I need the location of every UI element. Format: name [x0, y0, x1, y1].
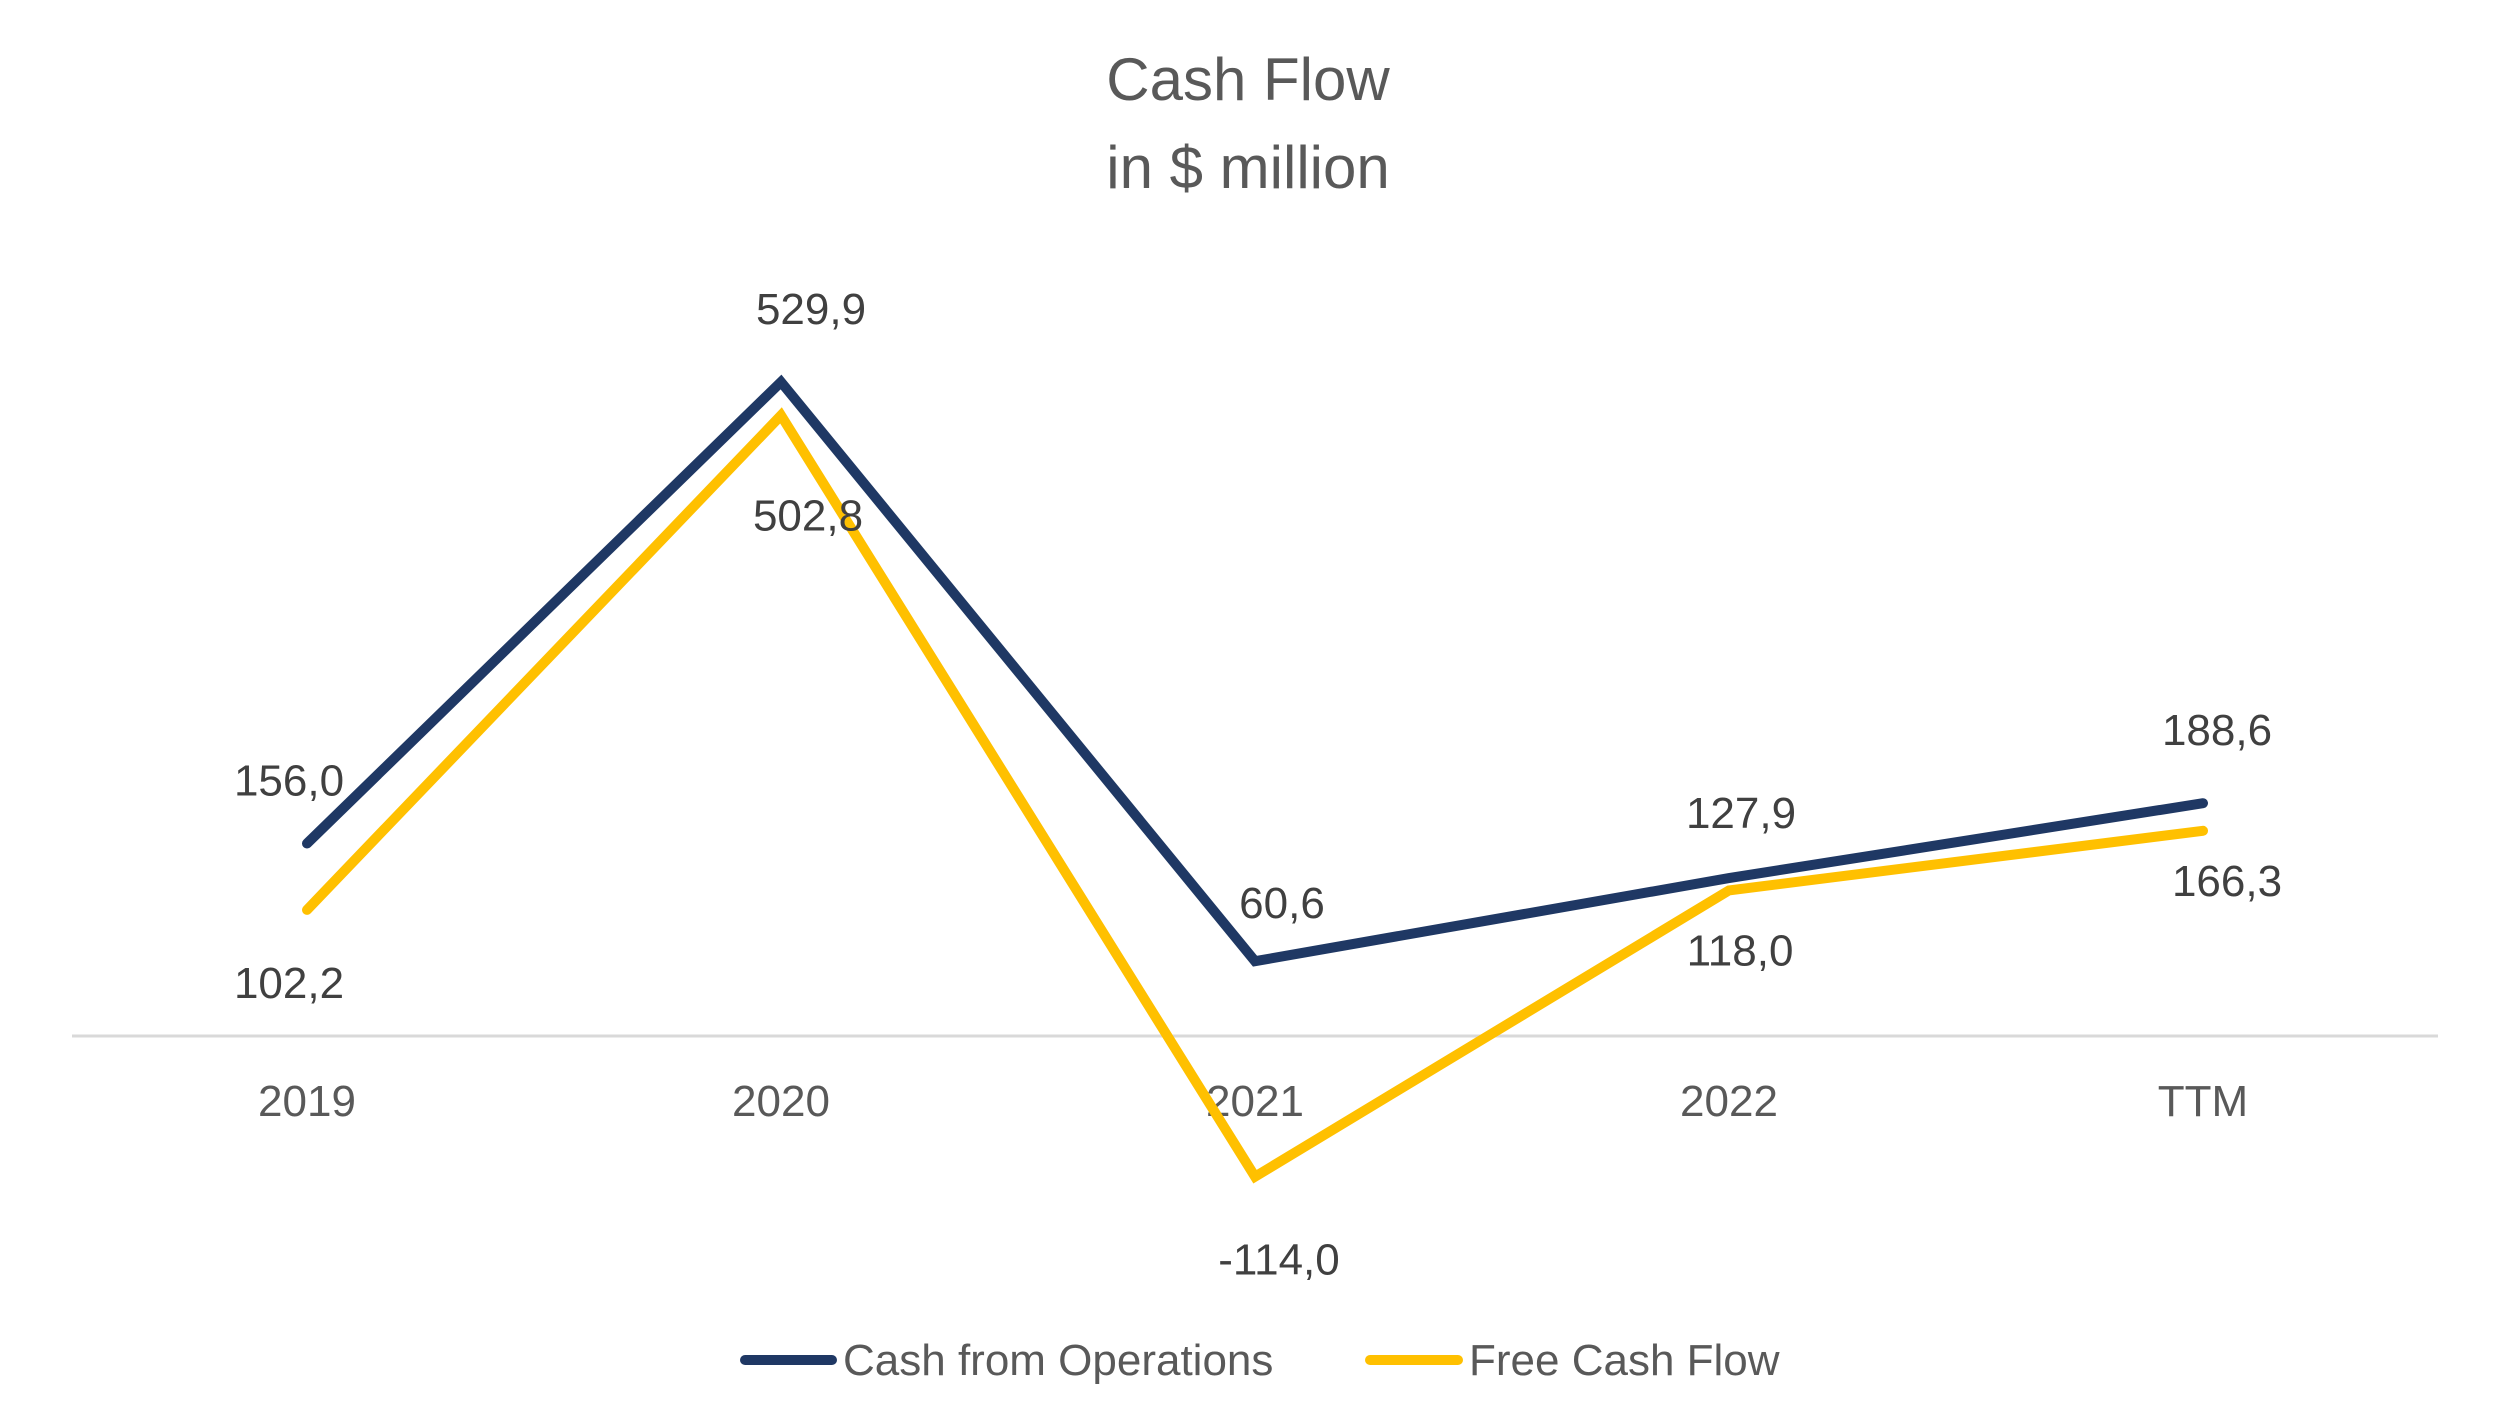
x-axis: 2019 2020 2021 2022 TTM [72, 1034, 2438, 1126]
data-label: -114,0 [1218, 1236, 1340, 1285]
data-label: 102,2 [234, 959, 344, 1008]
data-label: 529,9 [756, 285, 866, 334]
legend-label: Cash from Operations [843, 1336, 1273, 1385]
series-line-cash-from-operations [302, 374, 2208, 967]
data-label: 118,0 [1687, 926, 1794, 975]
data-label: 156,0 [234, 756, 344, 805]
data-label: 502,8 [753, 491, 863, 540]
x-tick-label: 2019 [258, 1077, 356, 1126]
chart-title: Cash Flow [1106, 46, 1390, 113]
legend: Cash from Operations Free Cash Flow [740, 1336, 1780, 1385]
data-label: 60,6 [1239, 879, 1325, 928]
data-label: 127,9 [1686, 789, 1796, 838]
x-tick-label: 2020 [732, 1077, 830, 1126]
legend-label: Free Cash Flow [1469, 1336, 1780, 1385]
chart-subtitle: in $ million [1106, 134, 1389, 201]
data-label: 166,3 [2172, 857, 2282, 906]
series-group [302, 374, 2208, 1184]
series-line-free-cash-flow [302, 407, 2208, 1184]
x-tick-label: TTM [2158, 1077, 2248, 1126]
x-tick-label: 2022 [1680, 1077, 1778, 1126]
data-label: 188,6 [2162, 706, 2272, 755]
data-labels: 156,0 529,9 60,6 127,9 188,6 102,2 502,8 -114,0… [234, 285, 2282, 1285]
